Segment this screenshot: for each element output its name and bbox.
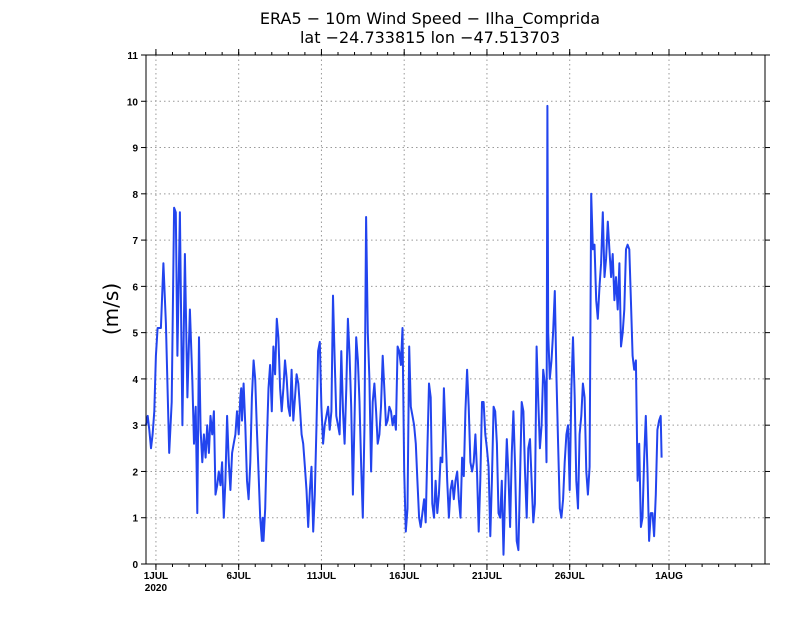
y-tick-label: 6 (132, 282, 138, 293)
y-tick-label: 11 (127, 51, 138, 62)
y-tick-label: 9 (132, 144, 138, 155)
y-axis-label: (m/s) (99, 283, 123, 335)
y-tick-label: 2 (132, 467, 138, 478)
y-tick-label: 1 (132, 514, 138, 525)
x-tick-label: 26JUL (555, 571, 585, 582)
y-tick-label: 8 (132, 190, 138, 201)
y-tick-label: 3 (132, 421, 138, 432)
y-tick-label: 7 (132, 236, 138, 247)
x-tick-label: 6JUL (226, 571, 250, 582)
x-tick-label: 16JUL (389, 571, 419, 582)
x-tick-label: 21JUL (472, 571, 502, 582)
series-line-wind-speed (145, 104, 663, 556)
x-tick-label: 1AUG (655, 571, 683, 582)
plot-frame (145, 54, 766, 565)
x-tick-label: 1JUL (144, 571, 168, 582)
y-tick-label: 5 (132, 329, 138, 340)
x-tick-label: 11JUL (307, 571, 336, 582)
chart-title-line2: lat −24.733815 lon −47.513703 (300, 28, 560, 47)
y-tick-label: 4 (132, 375, 138, 386)
y-tick-label: 10 (127, 97, 139, 108)
chart-title-line1: ERA5 − 10m Wind Speed − Ilha_Comprida (260, 9, 600, 29)
x-tick-sublabel: 2020 (145, 583, 168, 594)
y-tick-label: 0 (132, 560, 138, 571)
y-axis-ticks: 0 1 2 3 4 5 6 7 8 9 10 11 (127, 51, 770, 571)
